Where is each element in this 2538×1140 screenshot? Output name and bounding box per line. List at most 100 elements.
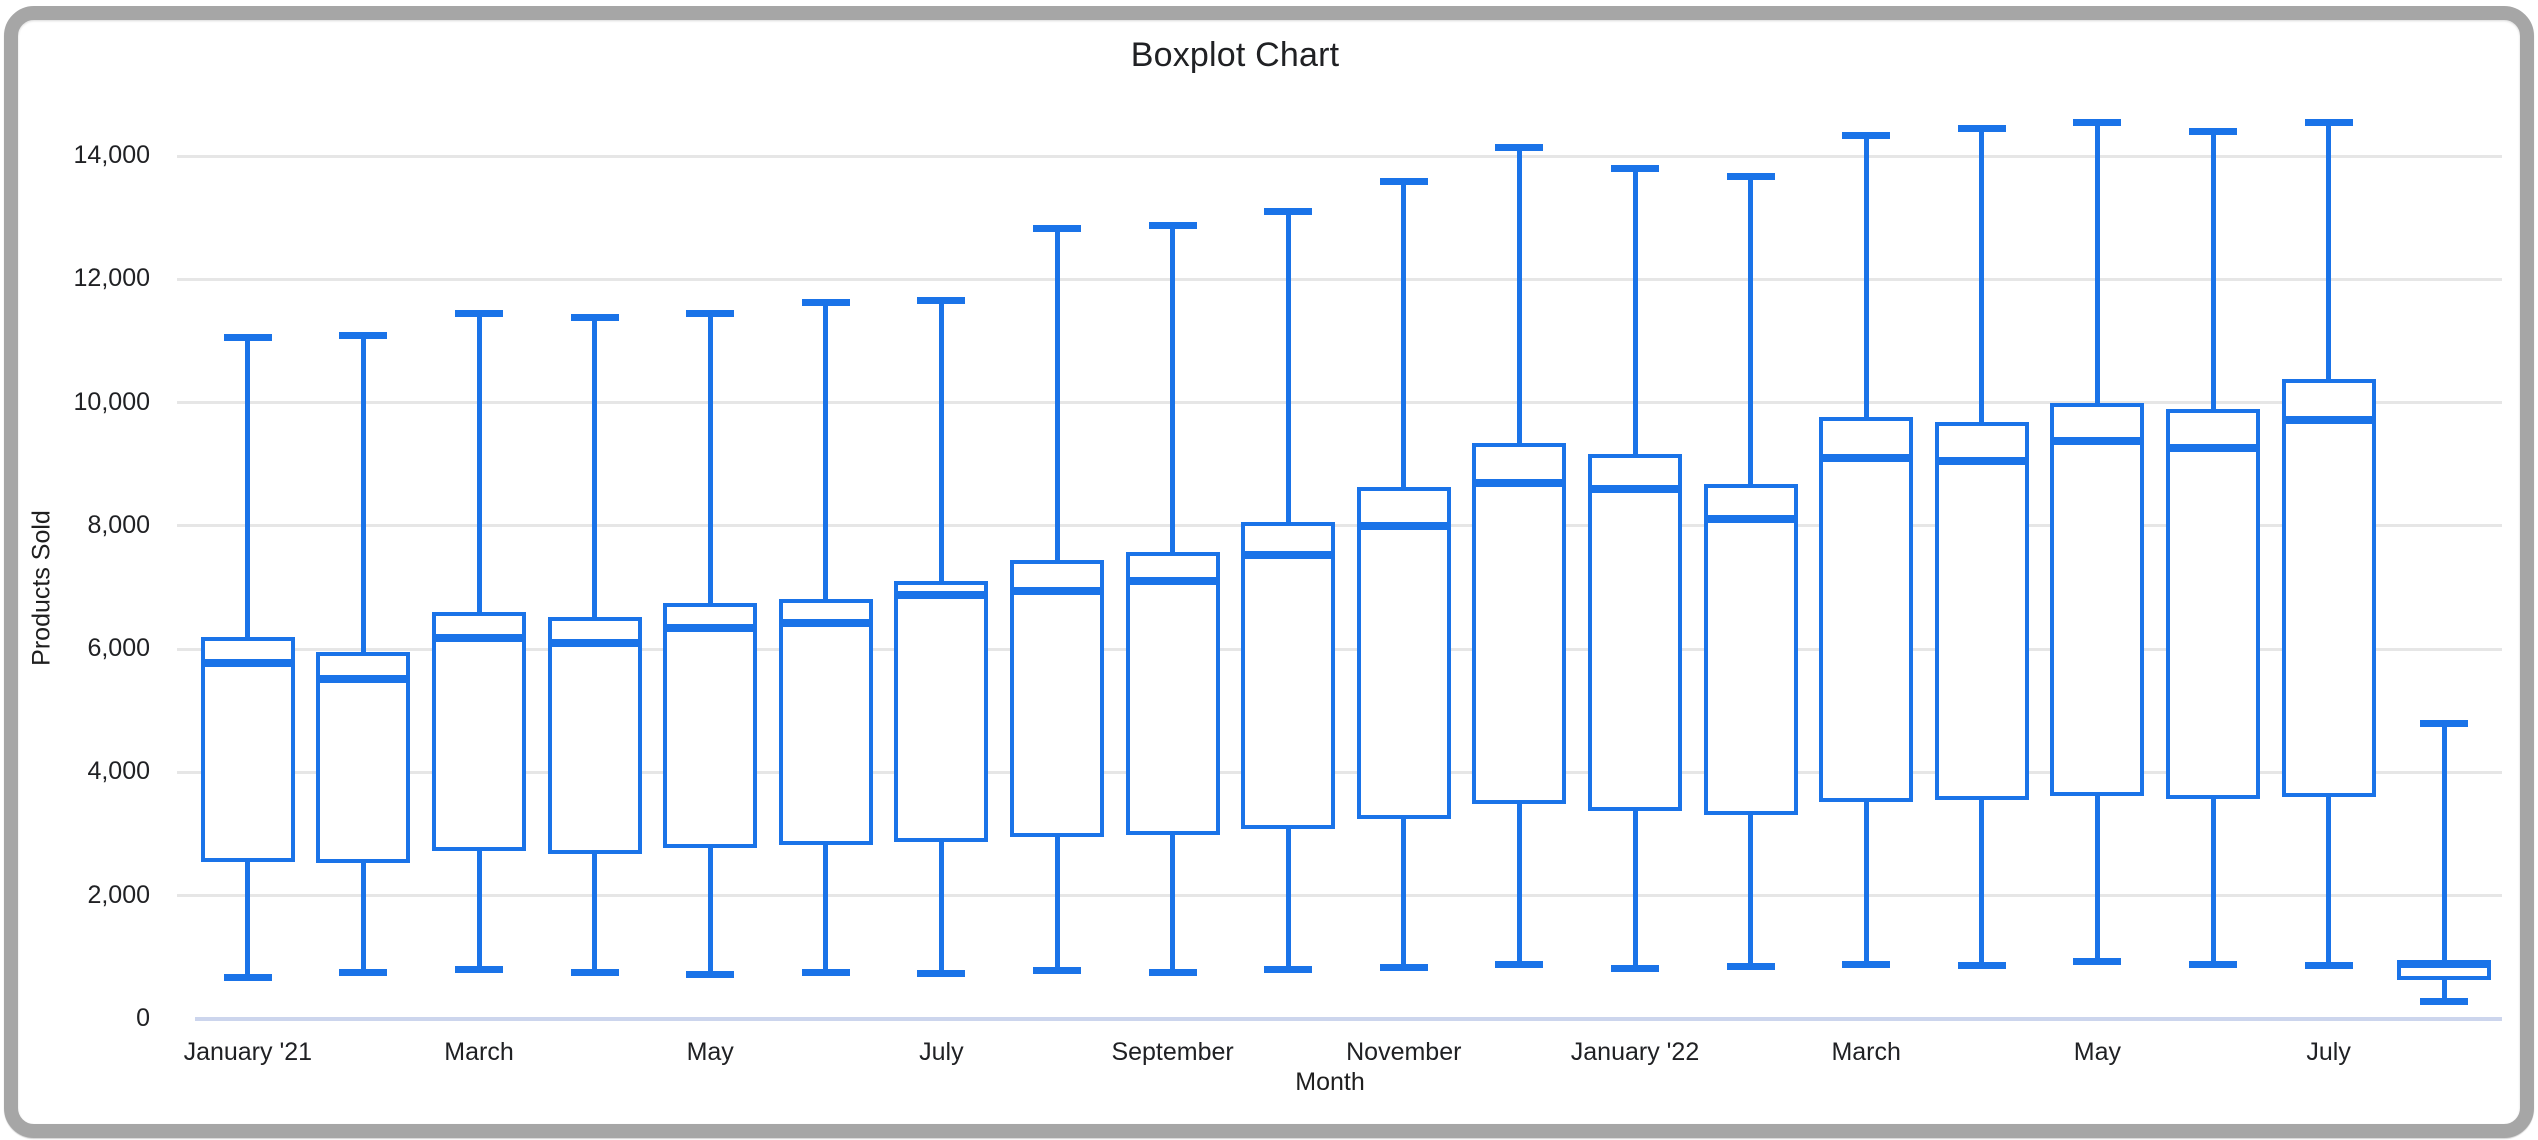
median-line bbox=[1934, 456, 2029, 465]
whisker-cap-top bbox=[917, 297, 966, 305]
iqr-box bbox=[2281, 379, 2376, 798]
x-tick-label: March bbox=[444, 1038, 514, 1066]
gridline bbox=[177, 770, 2502, 774]
median-line bbox=[200, 658, 295, 667]
iqr-box bbox=[894, 581, 989, 843]
gridline bbox=[177, 894, 2502, 898]
whisker-cap-bottom bbox=[917, 969, 966, 977]
whisker-cap-top bbox=[2189, 127, 2237, 135]
whisker-cap-bottom bbox=[1957, 962, 2006, 970]
y-tick-label: 8,000 bbox=[87, 510, 150, 539]
y-tick-label: 14,000 bbox=[73, 141, 150, 169]
whisker-cap-bottom bbox=[2304, 962, 2353, 970]
median-line bbox=[1703, 515, 1798, 524]
x-axis-baseline bbox=[195, 1017, 2502, 1021]
whisker-cap-top bbox=[1033, 224, 1081, 232]
whisker-cap-top bbox=[1148, 222, 1197, 230]
whisker-cap-top bbox=[2420, 719, 2469, 727]
x-tick-label: May bbox=[2073, 1038, 2121, 1066]
iqr-box bbox=[1241, 522, 1336, 830]
whisker-cap-bottom bbox=[1148, 968, 1197, 976]
y-tick-label: 2,000 bbox=[87, 880, 150, 909]
whisker-cap-bottom bbox=[1495, 961, 1544, 969]
y-tick-label: 6,000 bbox=[87, 634, 150, 663]
y-tick-label: 10,000 bbox=[73, 387, 150, 416]
iqr-box bbox=[200, 636, 295, 862]
median-line bbox=[663, 623, 758, 632]
whisker-cap-bottom bbox=[1726, 963, 1775, 971]
whisker-cap-bottom bbox=[1379, 963, 1428, 971]
whisker-cap-bottom bbox=[339, 969, 388, 977]
gridline bbox=[177, 154, 2502, 158]
x-tick-label: March bbox=[1831, 1038, 1901, 1066]
median-line bbox=[778, 619, 873, 628]
median-line bbox=[2397, 959, 2492, 968]
x-tick-label: July bbox=[2306, 1038, 2351, 1066]
median-line bbox=[1819, 454, 1914, 463]
whisker-cap-top bbox=[339, 332, 388, 340]
iqr-box bbox=[663, 602, 758, 848]
whisker-cap-bottom bbox=[1611, 964, 1659, 972]
whisker-cap-bottom bbox=[2420, 998, 2469, 1006]
gridline bbox=[177, 647, 2502, 651]
whisker-stem bbox=[2441, 723, 2447, 1002]
iqr-box bbox=[432, 612, 526, 852]
whisker-cap-top bbox=[223, 334, 272, 342]
iqr-box bbox=[1703, 483, 1798, 815]
whisker-cap-top bbox=[1842, 132, 1891, 140]
whisker-cap-top bbox=[1957, 124, 2006, 132]
iqr-box bbox=[1010, 559, 1104, 838]
whisker-cap-top bbox=[1726, 172, 1775, 180]
iqr-box bbox=[2050, 402, 2145, 797]
median-line bbox=[1588, 485, 1682, 494]
y-tick-label: 4,000 bbox=[87, 757, 150, 786]
iqr-box bbox=[1819, 417, 1914, 802]
whisker-cap-bottom bbox=[2189, 960, 2237, 968]
y-tick-label: 12,000 bbox=[73, 264, 150, 293]
iqr-box bbox=[1356, 487, 1451, 819]
whisker-cap-bottom bbox=[1264, 965, 1313, 973]
x-tick-label: July bbox=[919, 1038, 964, 1066]
whisker-cap-top bbox=[1264, 207, 1313, 215]
whisker-cap-top bbox=[1495, 144, 1544, 152]
gridline bbox=[177, 401, 2502, 405]
whisker-cap-top bbox=[570, 314, 619, 321]
iqr-box bbox=[778, 598, 873, 846]
gridline bbox=[177, 524, 2502, 528]
iqr-box bbox=[1472, 442, 1567, 805]
median-line bbox=[2281, 416, 2376, 425]
whisker-cap-bottom bbox=[1033, 966, 1081, 974]
median-line bbox=[894, 590, 989, 599]
chart-title: Boxplot Chart bbox=[1130, 36, 1340, 74]
x-tick-label: January '22 bbox=[1570, 1038, 1700, 1066]
whisker-cap-bottom bbox=[801, 968, 850, 976]
whisker-cap-top bbox=[1611, 164, 1659, 172]
median-line bbox=[1125, 577, 1220, 586]
iqr-box bbox=[1125, 551, 1220, 836]
whisker-cap-top bbox=[801, 299, 850, 307]
whisker-cap-bottom bbox=[570, 969, 619, 977]
whisker-cap-top bbox=[686, 309, 735, 317]
median-line bbox=[1356, 522, 1451, 531]
whisker-cap-bottom bbox=[2073, 958, 2122, 966]
median-line bbox=[316, 674, 411, 683]
whisker-cap-top bbox=[2304, 118, 2353, 126]
whisker-cap-top bbox=[455, 309, 503, 317]
iqr-box bbox=[2166, 408, 2260, 799]
gridline bbox=[177, 277, 2502, 281]
iqr-box bbox=[547, 617, 642, 854]
median-line bbox=[432, 634, 526, 643]
median-line bbox=[1472, 479, 1567, 488]
whisker-cap-bottom bbox=[686, 971, 735, 979]
median-line bbox=[2050, 437, 2145, 446]
x-tick-label: November bbox=[1346, 1038, 1462, 1066]
median-line bbox=[1010, 586, 1104, 595]
x-tick-label: January '21 bbox=[183, 1038, 313, 1066]
whisker-cap-top bbox=[2073, 118, 2122, 126]
whisker-cap-bottom bbox=[1842, 961, 1891, 969]
x-tick-label: May bbox=[686, 1038, 734, 1066]
whisker-cap-top bbox=[1379, 178, 1428, 186]
median-line bbox=[1241, 551, 1336, 560]
